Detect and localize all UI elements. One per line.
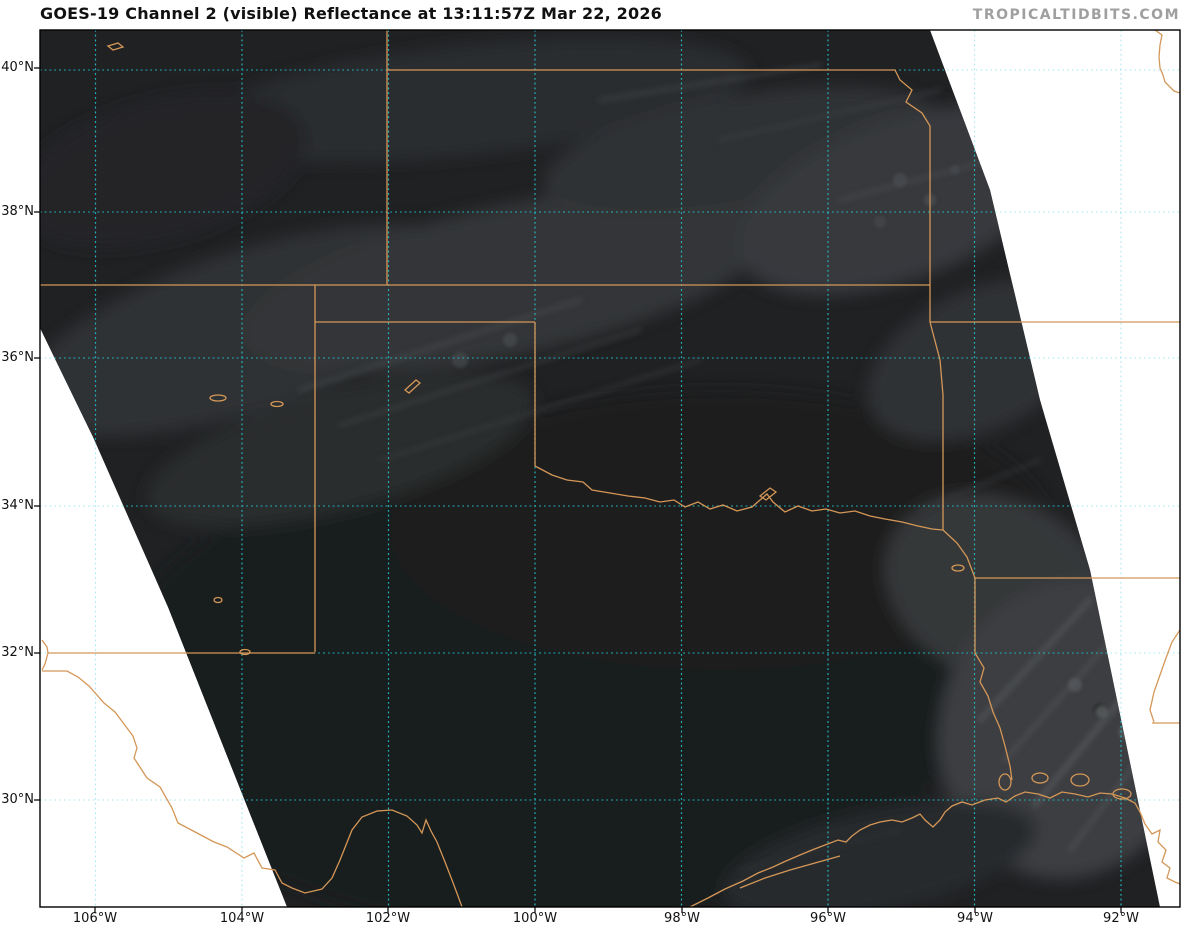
border-red-river bbox=[534, 465, 944, 531]
lon-tick-label: 104°W bbox=[219, 911, 265, 926]
gulf-coastline bbox=[689, 791, 1180, 907]
lon-tick-label: 96°W bbox=[810, 911, 846, 926]
border-texas-louisiana bbox=[974, 578, 1013, 781]
satellite-swath bbox=[40, 30, 1160, 907]
lat-tick-label: 40°N bbox=[1, 60, 34, 75]
page-title: GOES-19 Channel 2 (visible) Reflectance … bbox=[40, 4, 662, 23]
axis-ticks bbox=[34, 67, 1122, 913]
lat-tick-label: 36°N bbox=[1, 350, 34, 365]
mississippi-river-north bbox=[1154, 30, 1180, 94]
lon-tick-label: 94°W bbox=[957, 911, 993, 926]
barrier-islands bbox=[739, 855, 841, 889]
lon-tick-label: 100°W bbox=[512, 911, 558, 926]
cloud-layer bbox=[40, 37, 1160, 907]
lon-tick-label: 102°W bbox=[365, 911, 411, 926]
lat-tick-label: 38°N bbox=[1, 204, 34, 219]
border-kansas-nebraska bbox=[387, 69, 931, 322]
border-oklahoma-arkansas bbox=[929, 321, 944, 530]
mississippi-river-south bbox=[1149, 629, 1180, 723]
lon-tick-label: 92°W bbox=[1103, 911, 1139, 926]
lon-tick-label: 98°W bbox=[664, 911, 700, 926]
lat-tick-label: 34°N bbox=[1, 498, 34, 513]
axis-frame bbox=[34, 29, 1181, 913]
rio-grande-river bbox=[41, 639, 463, 907]
lon-tick-label: 106°W bbox=[72, 911, 118, 926]
lat-tick-label: 32°N bbox=[1, 645, 34, 660]
border-texas-arkansas bbox=[942, 529, 976, 579]
lat-tick-label: 30°N bbox=[1, 792, 34, 807]
watermark: TROPICALTIDBITS.COM bbox=[972, 7, 1180, 23]
state-borders-layer bbox=[40, 30, 1180, 907]
lakes bbox=[106, 42, 1132, 800]
